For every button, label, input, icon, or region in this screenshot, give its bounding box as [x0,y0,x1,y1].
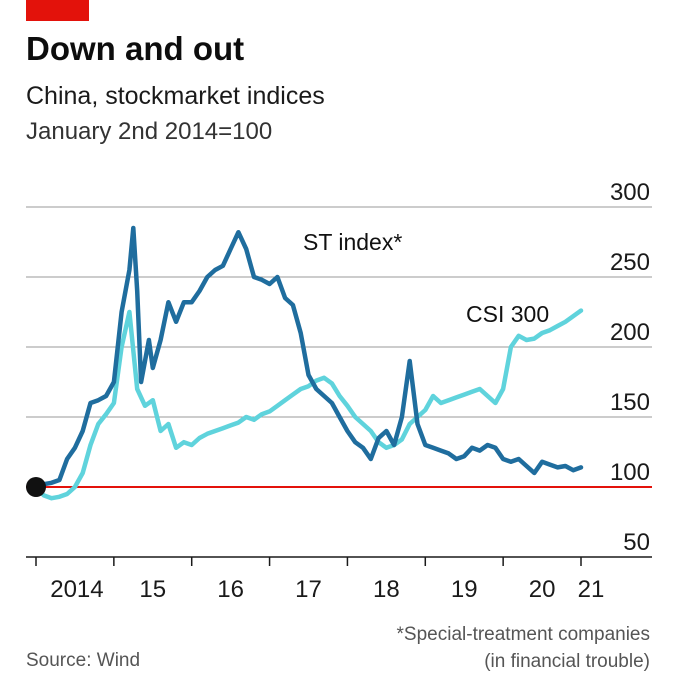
series-line-csi-300 [33,308,584,501]
y-tick-label: 100 [610,459,650,486]
x-tick-label: 15 [139,576,166,603]
x-tick-label: 17 [295,576,322,603]
x-tick-label: 20 [529,576,556,603]
x-tick-label: 2014 [50,576,103,603]
series-label-st-index: ST index* [303,229,402,255]
footnote-line-2: (in financial trouble) [484,651,650,672]
y-tick-label: 50 [623,529,650,556]
x-axis: 2014 15 16 17 18 19 20 21 [26,556,652,603]
series-line-st-index [33,225,584,490]
x-tick-label: 21 [578,576,605,603]
brand-tag [26,0,89,21]
x-tick-label: 16 [217,576,244,603]
start-point-marker [26,477,46,497]
x-tick-label: 18 [373,576,400,603]
series-label-csi-300: CSI 300 [466,301,549,327]
y-tick-label: 250 [610,249,650,276]
x-tick-label: 19 [451,576,478,603]
series-lines [26,225,584,501]
footnote-line-1: *Special-treatment companies [396,624,650,645]
chart-subtitle: China, stockmarket indices [26,82,325,110]
y-axis-labels: 50 100 150 200 250 300 [610,179,650,556]
y-tick-label: 300 [610,179,650,206]
y-tick-label: 150 [610,389,650,416]
chart-title: Down and out [26,30,245,67]
unit-note: January 2nd 2014=100 [26,118,273,145]
y-tick-label: 200 [610,319,650,346]
source-note: Source: Wind [26,650,141,671]
